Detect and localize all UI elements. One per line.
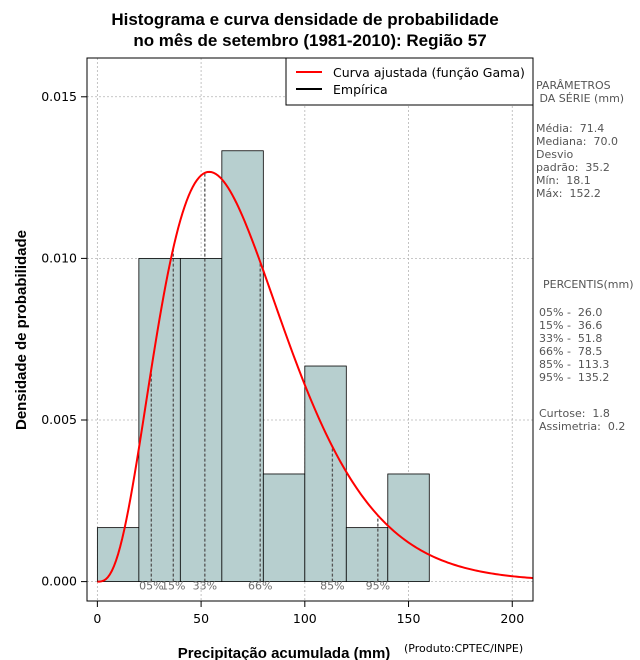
y-tick-label: 0.010 <box>41 250 77 265</box>
percentile-label: 33% <box>193 580 217 593</box>
y-tick-label: 0.000 <box>41 574 77 589</box>
x-tick-label: 150 <box>397 611 421 626</box>
percentile-label: 66% <box>248 580 272 593</box>
histogram-bar <box>138 257 181 583</box>
x-tick-label: 200 <box>500 611 524 626</box>
x-axis-ticks: 0 50 100 150 200 <box>93 601 524 626</box>
histogram-bar <box>387 473 430 583</box>
y-tick-label: 0.005 <box>41 412 77 427</box>
y-axis-ticks: 0.000 0.005 0.010 0.015 <box>41 89 87 589</box>
legend-label-empirical: Empírica <box>333 82 388 97</box>
params-title: PARÂMETROS DA SÉRIE (mm) <box>536 79 625 105</box>
y-axis-label: Densidade de probabilidade <box>13 230 30 430</box>
percentile-label: 15% <box>161 580 185 593</box>
histogram-bar <box>345 527 389 583</box>
histogram-bars <box>96 150 430 583</box>
shape-stats: Curtose: 1.8 Assimetria: 0.2 <box>539 407 626 433</box>
percentile-labels: 05%15% 33% 66% 85% 95% <box>139 580 390 593</box>
percentis-title: PERCENTIS(mm) <box>543 278 634 291</box>
histogram-bar <box>221 150 264 583</box>
percentile-label: 95% <box>366 580 390 593</box>
gamma-curve <box>97 170 534 583</box>
series-stats: Média: 71.4 Mediana: 70.0 Desvio padrão:… <box>536 122 618 200</box>
percentis-list: 05% - 26.0 15% - 36.6 33% - 51.8 66% - 7… <box>539 306 610 384</box>
x-axis-label: Precipitação acumulada (mm) <box>178 645 391 660</box>
percentile-label: 85% <box>320 580 344 593</box>
percentile-lines <box>150 172 379 582</box>
legend-label-fitted: Curva ajustada (função Gama) <box>333 65 525 80</box>
chart-title: Histograma e curva densidade de probabil… <box>111 10 498 29</box>
legend: Curva ajustada (função Gama) Empírica <box>285 57 534 106</box>
legend-box <box>285 57 534 106</box>
x-tick-label: 0 <box>93 611 101 626</box>
histogram-bar <box>179 257 223 583</box>
x-tick-label: 100 <box>293 611 317 626</box>
percentile-label: 05% <box>139 580 163 593</box>
product-credit: (Produto:CPTEC/INPE) <box>404 642 523 655</box>
x-tick-label: 50 <box>193 611 209 626</box>
y-tick-label: 0.015 <box>41 89 77 104</box>
histogram-bar <box>262 473 306 583</box>
chart-subtitle: no mês de setembro (1981-2010): Região 5… <box>133 31 486 50</box>
